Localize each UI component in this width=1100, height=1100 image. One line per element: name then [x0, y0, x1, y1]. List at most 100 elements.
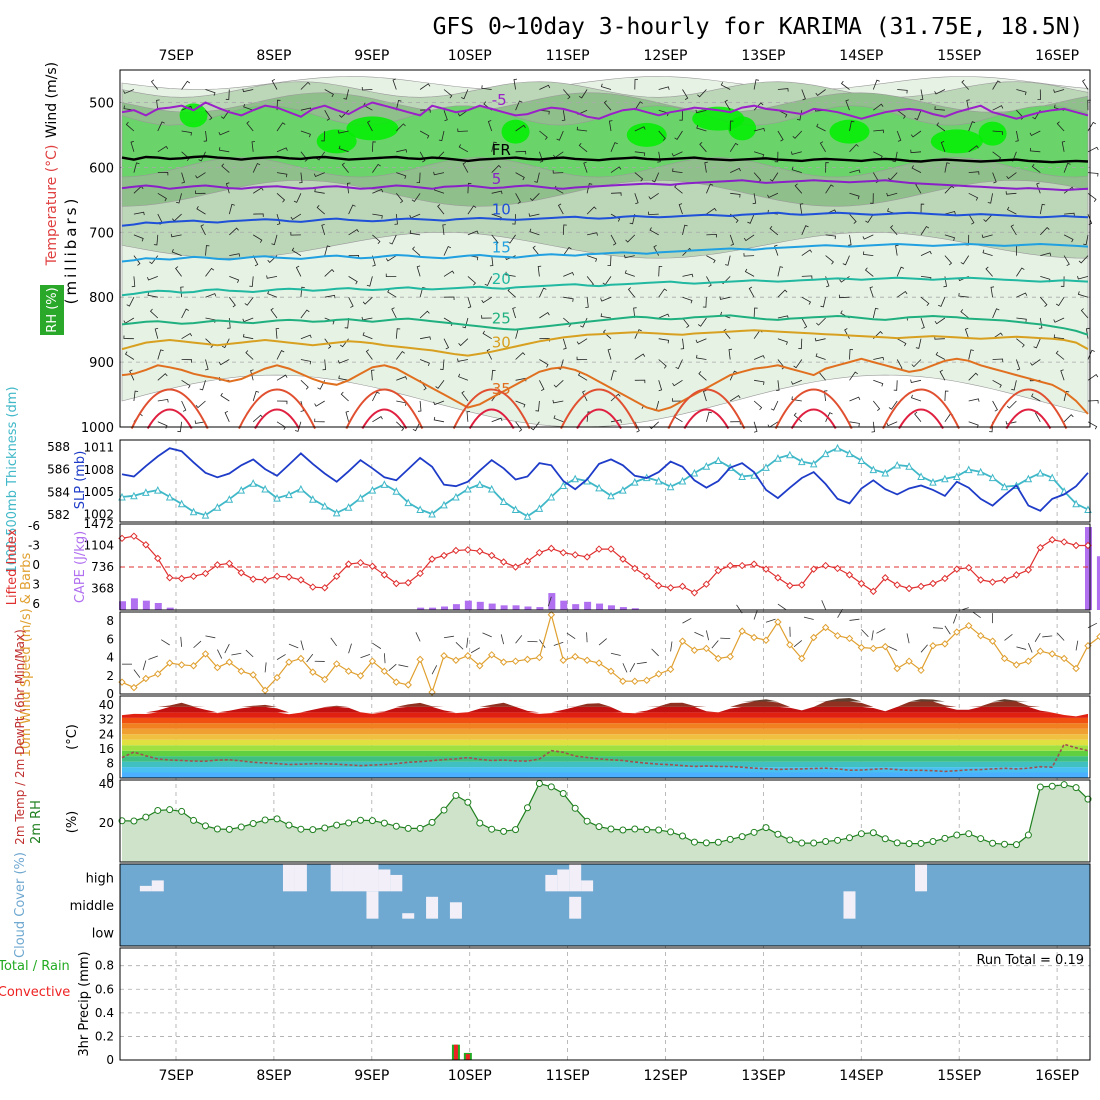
wind-barb: [409, 230, 421, 236]
thickness-marker: [964, 465, 973, 474]
wind-barb: [770, 400, 779, 411]
lifted-marker: [798, 581, 806, 589]
wind-barb: [849, 371, 858, 381]
thickness-marker: [225, 495, 234, 503]
wind-barb: [563, 296, 574, 302]
wind-speed-marker: [821, 623, 830, 632]
wind-barb: [1055, 350, 1065, 360]
wind-barb: [157, 349, 164, 360]
wind-barb: [200, 224, 206, 236]
rh2m-marker: [1036, 783, 1044, 791]
wind-barb: [1053, 317, 1065, 323]
wind-barb-10m: [142, 660, 147, 671]
wind-barb: [672, 398, 683, 402]
lifted-marker: [511, 563, 520, 571]
day-tick-bottom: 13SEP: [741, 1068, 785, 1084]
cloud-label: Cloud Cover (%): [13, 852, 28, 958]
wind-barb: [872, 307, 879, 319]
wind-barb: [481, 85, 492, 90]
wind-barb: [419, 130, 430, 139]
wind-barb: [266, 275, 278, 279]
wind-barb: [730, 192, 741, 198]
wind-barb: [672, 379, 683, 387]
wind-barb: [539, 287, 547, 298]
wind-barb: [767, 192, 779, 199]
wind-barb: [1063, 162, 1071, 173]
wind-barb-10m: [180, 636, 183, 647]
wind-speed-marker: [547, 611, 556, 619]
wind-barb: [729, 234, 735, 246]
wind-barb: [244, 296, 254, 306]
wind-barb: [419, 310, 430, 319]
wind-speed-marker: [559, 656, 567, 664]
wind-tick: 4: [106, 651, 114, 665]
cape-bar: [500, 605, 508, 610]
wind-barb: [695, 338, 707, 344]
wind-barb: [585, 297, 589, 308]
wind-barb: [1016, 317, 1027, 323]
wind-barb: [634, 151, 646, 157]
cloud-cell-high: [139, 885, 152, 892]
wind-barb: [372, 416, 383, 423]
temp-band: [122, 701, 1088, 707]
wind-barb: [634, 379, 646, 384]
cape-bar: [452, 604, 460, 610]
temp-band: [122, 734, 1088, 740]
wind-barb: [194, 420, 206, 424]
lifted-marker: [523, 557, 532, 565]
thickness-marker: [130, 491, 138, 500]
wind-barb: [607, 348, 612, 360]
rh2m-marker: [1024, 831, 1032, 839]
wind-barb: [748, 286, 755, 298]
thickness-marker: [535, 504, 544, 512]
wind-barb: [896, 130, 902, 142]
wind-barb: [987, 193, 993, 204]
wind-barb-10m: [398, 664, 409, 668]
wind-barb-10m: [539, 639, 546, 648]
cape-bar: [142, 600, 150, 610]
temp-band: [122, 745, 1088, 751]
wind-barb: [276, 122, 286, 132]
thickness-line: [121, 447, 1089, 518]
wind-barb-10m: [360, 653, 371, 659]
rh2m-marker: [810, 839, 818, 847]
wind-speed-marker: [368, 657, 377, 665]
wind-barb: [961, 79, 969, 90]
wind-barb: [348, 228, 359, 236]
lifted-marker: [965, 564, 973, 572]
wind-barb: [682, 89, 689, 100]
wind-barb-10m: [670, 641, 673, 652]
isotherm-label: 35: [492, 380, 511, 398]
temp-band: [122, 712, 1088, 718]
thickness-marker: [297, 484, 305, 493]
wind-barb: [1060, 369, 1065, 381]
wind-barb: [896, 109, 906, 119]
wind-barb: [679, 110, 683, 121]
wind-barb: [515, 193, 521, 204]
cape-bar: [166, 607, 174, 610]
wind-barb: [801, 249, 813, 256]
pressure-tick: 1000: [81, 421, 114, 436]
wind-barb: [968, 121, 976, 132]
cloud-cell-high: [581, 880, 594, 892]
wind-barb: [515, 421, 523, 432]
wind-barb: [968, 398, 980, 402]
wind-barb-10m: [920, 644, 928, 653]
wind-barb: [753, 307, 758, 319]
temp-tick: 40: [99, 698, 114, 712]
pressure-axis-label: (millibars): [62, 196, 80, 305]
wind-barb: [420, 336, 431, 340]
wind-barb-10m: [224, 643, 230, 654]
rh2m-marker: [368, 817, 376, 825]
wind-barb: [276, 213, 281, 225]
pressure-tick: 500: [89, 96, 114, 111]
wind-barb: [242, 333, 254, 340]
wind-speed-marker: [380, 667, 389, 675]
surface-isotherm: [146, 408, 193, 430]
wind-barb: [682, 317, 690, 329]
thickness-marker: [714, 456, 723, 464]
wind-speed-marker: [440, 652, 448, 660]
thickness-tick: 582: [47, 508, 70, 522]
wind-barb: [420, 109, 431, 113]
wind-speed-marker: [1024, 657, 1033, 665]
